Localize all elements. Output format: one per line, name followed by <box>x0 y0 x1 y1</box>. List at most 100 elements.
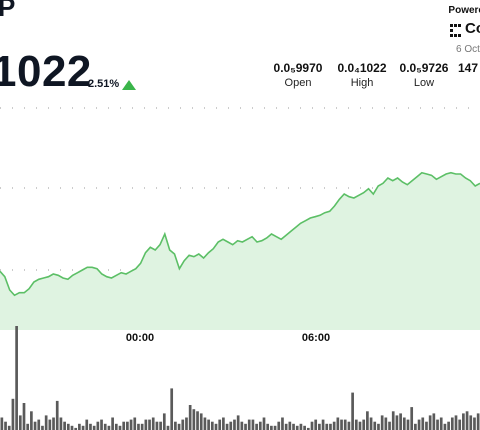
volume-bar <box>295 425 299 430</box>
volume-bar <box>351 392 354 430</box>
volume-bar <box>284 423 288 430</box>
powered-by-label: Powere <box>448 5 480 16</box>
volume-bar <box>454 415 458 430</box>
volume-bar <box>362 419 366 430</box>
volume-bars <box>0 326 480 430</box>
volume-bar <box>399 413 402 430</box>
brand-logo-icon[interactable] <box>449 22 463 40</box>
volume-bar <box>258 421 262 430</box>
volume-bar <box>292 423 295 430</box>
volume-bar <box>133 417 137 430</box>
volume-bar <box>244 423 247 430</box>
stat-open: 0.0₅9970 Open <box>268 61 328 89</box>
volume-bar <box>384 417 388 430</box>
volume-bar <box>450 417 454 430</box>
volume-bar <box>358 421 362 430</box>
volume-bar <box>188 405 192 430</box>
volume-bar <box>162 413 166 430</box>
volume-bar <box>85 419 89 430</box>
volume-bar <box>299 423 303 430</box>
volume-bar <box>148 419 151 430</box>
volume-bar <box>321 419 325 430</box>
volume-bar <box>107 425 111 430</box>
volume-bar <box>63 421 66 430</box>
volume-bar <box>192 409 196 430</box>
volume-bar <box>310 421 314 430</box>
volume-bar <box>233 419 236 430</box>
volume-bar <box>236 415 240 430</box>
volume-bar <box>306 427 310 430</box>
price-change-percent: 2.51% <box>88 78 120 90</box>
volume-bar <box>111 417 114 430</box>
volume-bar <box>203 417 207 430</box>
volume-bar <box>340 419 343 430</box>
volume-bar <box>428 415 432 430</box>
volume-bar <box>332 421 336 430</box>
volume-bar <box>74 427 78 430</box>
volume-bar <box>70 425 74 430</box>
volume-bar <box>96 421 100 430</box>
volume-bar <box>391 411 395 430</box>
volume-bar <box>92 425 96 430</box>
volume-bar <box>37 419 41 430</box>
volume-bar <box>402 417 406 430</box>
volume-bar <box>196 411 199 430</box>
volume-bar <box>388 421 391 430</box>
volume-bar <box>174 421 177 430</box>
volume-bar <box>7 425 11 430</box>
volume-bar <box>395 415 399 430</box>
volume-bar <box>140 423 144 430</box>
volume-bar <box>177 423 181 430</box>
volume-bar <box>55 400 59 430</box>
volume-bar <box>22 403 26 430</box>
volume-bar <box>137 423 140 430</box>
volume-bar <box>81 425 85 430</box>
volume-bar <box>288 421 292 430</box>
stat-open-label: Open <box>284 77 312 89</box>
price-line <box>0 171 480 297</box>
chart-date: 6 Oct <box>456 44 480 55</box>
volume-bar <box>277 421 281 430</box>
ticker-symbol: P <box>0 0 16 22</box>
volume-bar <box>118 425 122 430</box>
volume-bar <box>240 421 244 430</box>
volume-bar <box>410 407 414 430</box>
volume-bar <box>155 421 159 430</box>
volume-bar <box>214 423 218 430</box>
volume-bar <box>185 417 188 430</box>
volume-bar <box>199 413 203 430</box>
stat-high: 0.0₄1022 High <box>332 61 392 89</box>
volume-bar <box>425 421 428 430</box>
stat-open-value: 0.0₅9970 <box>273 61 323 75</box>
volume-bar <box>373 421 377 430</box>
volume-bar <box>229 421 233 430</box>
stat-high-label: High <box>350 77 374 89</box>
stat-high-value: 0.0₄1022 <box>337 61 387 75</box>
volume-bar <box>377 423 380 430</box>
volume-bar <box>59 417 63 430</box>
volume-bar <box>458 419 462 430</box>
volume-bar <box>465 411 469 430</box>
volume-bar <box>78 423 81 430</box>
volume-bar <box>366 411 369 430</box>
volume-bar <box>354 419 358 430</box>
volume-bar <box>66 423 70 430</box>
volume-bar <box>129 419 133 430</box>
volume-bar <box>166 425 170 430</box>
volume-bar <box>41 425 44 430</box>
stat-volume: 147 <box>458 61 480 75</box>
volume-bar <box>30 411 33 430</box>
stat-low-value: 0.0₅9726 <box>399 61 449 75</box>
volume-bar <box>207 419 210 430</box>
brand-name[interactable]: Co <box>465 20 480 37</box>
volume-bar <box>336 417 340 430</box>
volume-bar <box>48 419 52 430</box>
x-tick-0000: 00:00 <box>126 332 154 344</box>
volume-bar <box>432 413 436 430</box>
volume-bar <box>469 415 473 430</box>
volume-bar <box>33 421 37 430</box>
volume-bar <box>44 415 48 430</box>
volume-bar <box>255 423 258 430</box>
volume-bar <box>436 419 439 430</box>
